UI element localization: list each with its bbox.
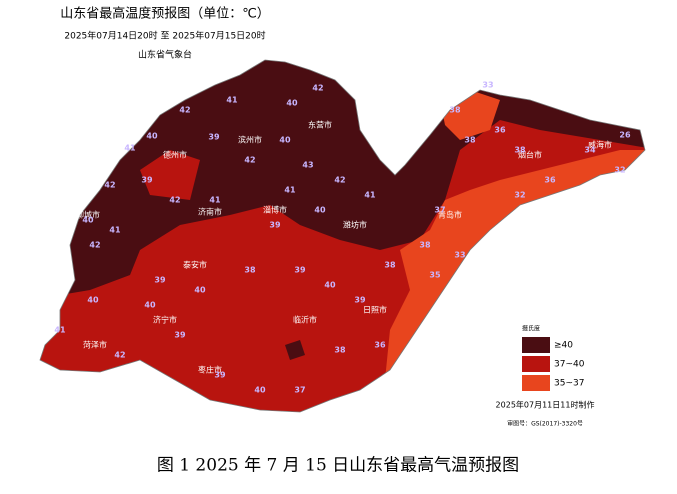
city-name: 德州市 [163, 150, 187, 160]
station-value: 38 [244, 266, 256, 275]
legend-label: 37~40 [554, 360, 585, 370]
made-time: 2025年07月11日11时制作 [496, 400, 595, 410]
station-value: 40 [144, 301, 156, 310]
station-value: 38 [384, 261, 396, 270]
legend: 摄氏度 ≥40 37~40 35~37 [522, 325, 585, 391]
legend-swatch [522, 375, 550, 391]
legend-swatch [522, 337, 550, 353]
city-name: 青岛市 [438, 210, 462, 220]
station-value: 35 [429, 271, 441, 280]
station-value: 36 [544, 176, 556, 185]
station-value: 39 [174, 331, 186, 340]
station-value: 41 [109, 226, 121, 235]
station-value: 42 [169, 196, 180, 205]
station-value: 39 [214, 371, 226, 380]
station-value: 36 [494, 126, 506, 135]
station-value: 40 [286, 99, 298, 108]
station-value: 32 [614, 166, 625, 175]
station-value: 39 [141, 176, 153, 185]
map-subtitle: 2025年07月14日20时 至 2025年07月15日20时 [64, 30, 265, 42]
station-value: 38 [464, 136, 476, 145]
city-name: 威海市 [588, 140, 612, 150]
region-37-40 [140, 150, 200, 200]
city-name: 淄博市 [263, 205, 287, 215]
station-value: 40 [194, 286, 206, 295]
station-value: 39 [269, 221, 281, 230]
station-value: 38 [449, 106, 461, 115]
province-outline [39, 59, 646, 413]
legend-swatch [522, 356, 550, 372]
station-value: 39 [354, 296, 366, 305]
station-value: 42 [312, 84, 323, 93]
city-name: 聊城市 [76, 210, 100, 220]
station-value: 41 [226, 96, 238, 105]
city-name: 菏泽市 [83, 340, 107, 350]
station-value: 32 [514, 191, 525, 200]
station-value: 42 [89, 241, 100, 250]
station-value: 39 [294, 266, 306, 275]
station-value: 26 [619, 131, 631, 140]
legend-label: ≥40 [554, 341, 573, 351]
station-value: 38 [334, 346, 346, 355]
station-value: 40 [87, 296, 99, 305]
station-value: 38 [419, 241, 431, 250]
station-value: 42 [244, 156, 255, 165]
station-value: 40 [82, 216, 94, 225]
map-number: 审图号：GS(2017)-3320号 [507, 420, 583, 428]
city-name: 济宁市 [153, 315, 177, 325]
city-name: 东营市 [308, 120, 332, 130]
city-name: 临沂市 [293, 315, 317, 325]
legend-label: 35~37 [554, 379, 584, 389]
city-name: 滨州市 [238, 135, 262, 145]
legend-title: 摄氏度 [522, 325, 540, 333]
region-40-plus [285, 340, 305, 360]
station-value: 42 [114, 351, 125, 360]
city-name: 济南市 [198, 207, 222, 217]
issuer: 山东省气象台 [138, 49, 192, 61]
station-value: 40 [146, 132, 158, 141]
station-value: 41 [54, 326, 66, 335]
station-value: 43 [302, 161, 313, 170]
station-value: 42 [334, 176, 345, 185]
station-value: 42 [179, 106, 190, 115]
station-value: 38 [514, 146, 526, 155]
station-value: 41 [364, 191, 376, 200]
figure-caption: 图 1 2025 年 7 月 15 日山东省最高气温预报图 [157, 456, 519, 476]
station-value: 39 [154, 276, 166, 285]
city-name: 日照市 [363, 305, 387, 315]
station-value: 33 [482, 81, 493, 90]
station-value: 37 [294, 386, 305, 395]
city-name: 枣庄市 [198, 365, 222, 375]
station-value: 42 [104, 181, 115, 190]
station-value: 36 [374, 341, 386, 350]
station-value: 41 [209, 196, 221, 205]
station-value: 34 [584, 146, 596, 155]
station-value: 41 [124, 144, 136, 153]
map-title: 山东省最高温度预报图（单位：℃） [60, 6, 270, 22]
city-name: 烟台市 [518, 150, 542, 160]
station-value: 33 [454, 251, 465, 260]
station-value: 41 [284, 186, 296, 195]
city-name: 泰安市 [183, 260, 207, 270]
station-value: 40 [254, 386, 266, 395]
station-value: 40 [314, 206, 326, 215]
station-value: 39 [208, 133, 220, 142]
city-name: 潍坊市 [343, 220, 367, 230]
station-value: 40 [279, 136, 291, 145]
station-value: 40 [324, 281, 336, 290]
station-value: 37 [434, 206, 445, 215]
